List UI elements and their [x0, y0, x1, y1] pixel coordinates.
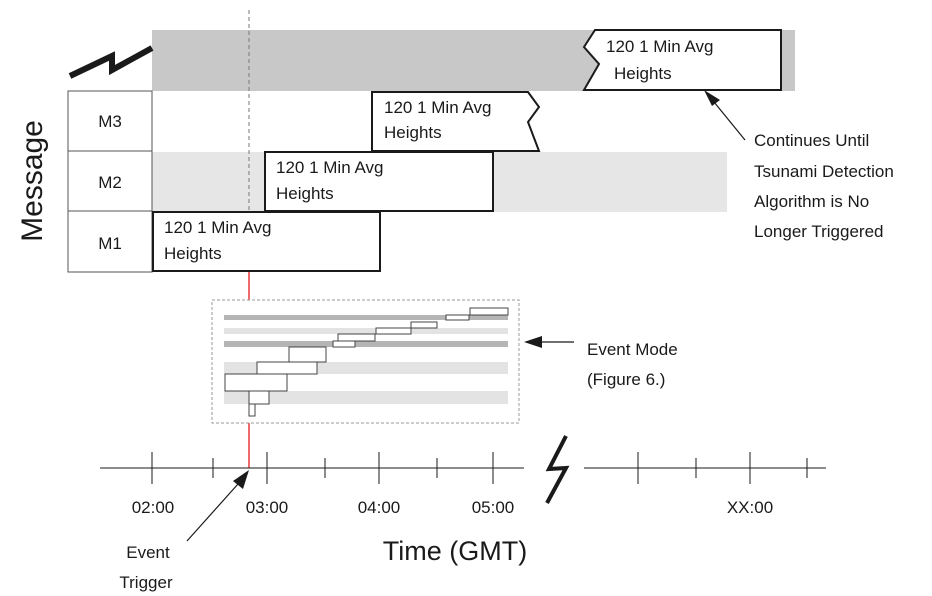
continue-arrow-head — [704, 90, 720, 106]
message-m1-line2: Heights — [164, 244, 222, 263]
message-box-m3 — [371, 91, 541, 152]
time-axis-break-mark — [545, 435, 570, 504]
row-label-m3: M3 — [98, 112, 122, 131]
continue-note-line4: Longer Triggered — [754, 222, 883, 241]
message-m3-line2: Heights — [384, 123, 442, 142]
message-m3-line1: 120 1 Min Avg — [384, 98, 491, 117]
message-m2-line1: 120 1 Min Avg — [276, 158, 383, 177]
x-axis-label: Time (GMT) — [383, 536, 527, 566]
continue-note-line3: Algorithm is No — [754, 192, 869, 211]
message-m2-line2: Heights — [276, 184, 334, 203]
message-box-continuation — [582, 29, 782, 91]
time-tick-0400: 04:00 — [358, 498, 401, 517]
axis-break-mark — [68, 45, 154, 79]
event-trigger-note-line1: Event — [126, 543, 170, 562]
time-tick-0200: 02:00 — [132, 498, 175, 517]
event-mode-note-line1: Event Mode — [587, 340, 678, 359]
continue-arrow-line — [713, 101, 746, 141]
event-trigger-arrow-head — [233, 470, 249, 489]
event-mode-inset-steps — [224, 307, 509, 417]
event-mode-note-line2: (Figure 6.) — [587, 370, 665, 389]
continue-note-line2: Tsunami Detection — [754, 162, 894, 181]
row-label-m2: M2 — [98, 173, 122, 192]
row-label-m1: M1 — [98, 234, 122, 253]
message-continuation-line2: Heights — [614, 64, 672, 83]
event-trigger-note-line2: Trigger — [119, 573, 173, 592]
continue-note-line1: Continues Until — [754, 131, 869, 150]
time-tick-xx00: XX:00 — [727, 498, 773, 517]
message-box-m2 — [264, 151, 494, 212]
row-label-table — [67, 90, 153, 273]
message-continuation-line1: 120 1 Min Avg — [606, 37, 713, 56]
message-box-m1 — [152, 211, 381, 272]
y-axis-label: Message — [16, 120, 49, 242]
time-tick-0500: 05:00 — [472, 498, 515, 517]
time-axis — [100, 452, 826, 484]
event-trigger-arrow-line — [186, 483, 239, 542]
time-tick-0300: 03:00 — [246, 498, 289, 517]
message-m1-line1: 120 1 Min Avg — [164, 218, 271, 237]
event-mode-arrow-head — [524, 336, 542, 348]
